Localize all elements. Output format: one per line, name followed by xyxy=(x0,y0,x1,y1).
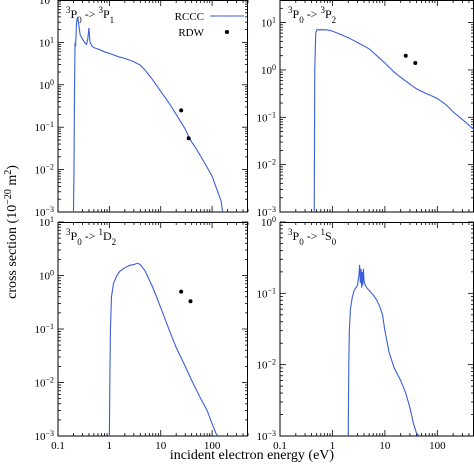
panels: 10−310−210−11001011023P0 -> 3P1RCCCRDW10… xyxy=(34,0,474,452)
x-tick-label: 10 xyxy=(155,440,167,452)
rdw-point xyxy=(403,53,408,58)
x-tick-label: 1 xyxy=(107,440,113,452)
y-axis-label: cross section (10−20 m2) xyxy=(3,165,21,299)
y-tick-label: 10−1 xyxy=(256,110,276,125)
x-tick-label: 0.1 xyxy=(273,440,287,452)
legend-rdw-label: RDW xyxy=(178,27,204,39)
y-axis-label-close: ) xyxy=(5,165,20,170)
x-tick-label: 10 xyxy=(379,440,391,452)
rdw-point xyxy=(413,61,418,66)
x-tick-label: 0.1 xyxy=(51,440,65,452)
y-tick-label: 10−3 xyxy=(34,205,54,220)
y-tick-label: 10−1 xyxy=(34,120,54,135)
panel-title: 3P0 -> 3P2 xyxy=(288,5,336,25)
rccc-series-line xyxy=(347,264,420,436)
y-tick-label: 102 xyxy=(39,0,54,7)
y-tick-label: 10−2 xyxy=(34,375,54,390)
y-axis-label-exp: −20 xyxy=(3,189,14,205)
panel-frame xyxy=(279,222,474,437)
x-tick-label: 100 xyxy=(204,440,221,452)
panel-frame xyxy=(57,0,248,213)
panel-top-left: 10−3 10−2 10−1 100 101 102 3P0 -> 3P1 RCCC RDW xyxy=(34,0,249,220)
panel-bottom-right: 0.1 1 10 100 10−3 10−2 10−1 100 3P0 -> 1S0 xyxy=(256,215,474,452)
y-tick-label: 10−3 xyxy=(256,205,276,220)
y-axis-label-unit-exp: 2 xyxy=(3,170,14,175)
panel-frame xyxy=(279,0,474,213)
y-axis-label-unit: m xyxy=(5,175,20,190)
rdw-point xyxy=(186,136,191,141)
y-tick-label: 10−2 xyxy=(34,162,54,177)
rdw-point xyxy=(179,108,184,113)
y-tick-label: 10−1 xyxy=(256,286,276,301)
y-tick-label: 10−3 xyxy=(256,429,276,444)
x-axis-label: incident electron energy (eV) xyxy=(170,448,335,463)
y-tick-label: 100 xyxy=(261,215,276,230)
y-tick-label: 10−1 xyxy=(34,322,54,337)
y-tick-label: 100 xyxy=(39,77,54,92)
y-tick-label: 100 xyxy=(39,268,54,283)
rdw-point xyxy=(179,289,184,294)
y-tick-label: 10−2 xyxy=(256,157,276,172)
y-tick-label: 10−3 xyxy=(34,429,54,444)
panel-top-right: 10−3 10−2 10−1 100 101 3P0 -> 3P2 xyxy=(256,0,474,219)
rccc-series-line xyxy=(108,262,219,436)
panel-title: 3P0 -> 1D2 xyxy=(66,227,116,247)
x-tick-label: 1 xyxy=(330,440,336,452)
y-tick-label: 101 xyxy=(39,35,54,50)
rdw-point xyxy=(188,299,193,304)
y-tick-label: 100 xyxy=(261,62,276,77)
x-tick-label: 100 xyxy=(429,440,446,452)
rccc-series-line xyxy=(72,16,224,212)
legend: RCCC RDW xyxy=(175,11,244,39)
y-tick-label: 101 xyxy=(261,15,276,30)
panel-frame xyxy=(57,222,248,437)
rccc-series-line xyxy=(313,29,474,212)
panel-title: 3P0 -> 1S0 xyxy=(288,227,337,247)
legend-rccc-label: RCCC xyxy=(175,11,204,23)
y-tick-label: 10−2 xyxy=(256,357,276,372)
y-tick-label: 101 xyxy=(39,215,54,230)
panel-title: 3P0 -> 3P1 xyxy=(66,5,114,25)
legend-rdw-marker xyxy=(225,30,229,34)
panel-bottom-left: 0.1 1 10 100 10−3 10−2 10−1 100 101 3P0 -> 1D2 xyxy=(34,215,249,452)
